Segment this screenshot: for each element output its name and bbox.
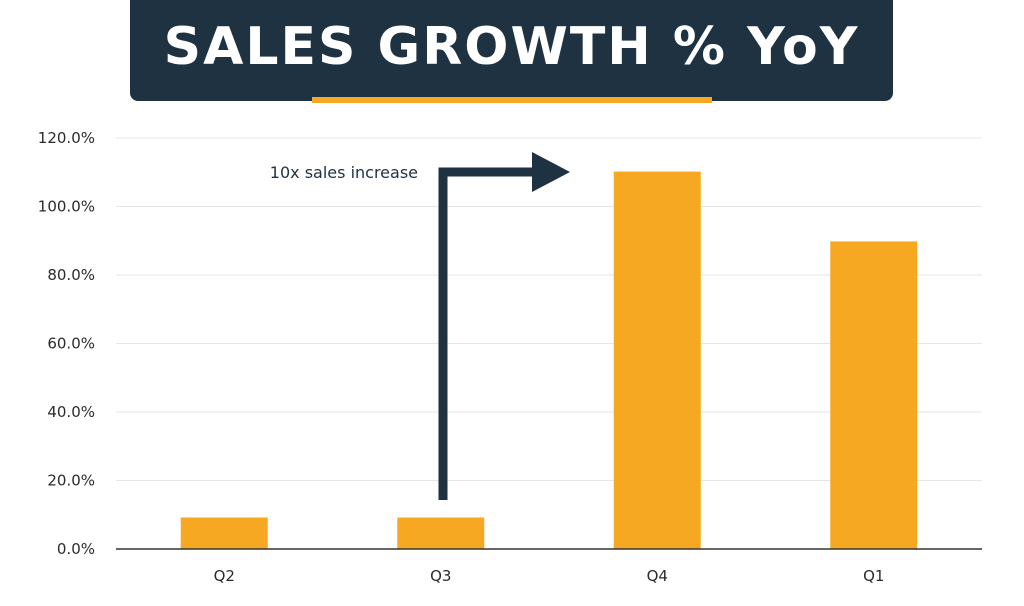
y-tick-label: 0.0% (57, 540, 95, 558)
title-underline (312, 97, 712, 103)
annotation-text: 10x sales increase (270, 163, 418, 182)
x-tick-label: Q3 (430, 567, 451, 585)
y-tick-label: 20.0% (47, 472, 95, 490)
bar-q2 (180, 517, 268, 549)
annotation: 10x sales increase (270, 152, 570, 500)
x-tick-label: Q2 (214, 567, 235, 585)
x-tick-label: Q1 (863, 567, 884, 585)
bar-q1 (830, 241, 918, 549)
bars (180, 171, 918, 549)
annotation-arrow-line (438, 167, 540, 500)
y-tick-label: 80.0% (47, 266, 95, 284)
chart-title: SALES GROWTH % YoY (163, 16, 860, 77)
x-tick-labels: Q2 Q3 Q4 Q1 (214, 567, 885, 585)
bar-q3 (397, 517, 485, 549)
y-tick-label: 100.0% (38, 198, 95, 216)
annotation-arrow-head (532, 152, 570, 192)
y-tick-label: 120.0% (38, 129, 95, 147)
bar-q4 (613, 171, 701, 549)
title-banner: SALES GROWTH % YoY (130, 0, 893, 101)
x-tick-label: Q4 (647, 567, 668, 585)
y-tick-label: 40.0% (47, 403, 95, 421)
y-tick-labels: 0.0% 20.0% 40.0% 60.0% 80.0% 100.0% 120.0% (38, 129, 95, 558)
y-tick-label: 60.0% (47, 335, 95, 353)
